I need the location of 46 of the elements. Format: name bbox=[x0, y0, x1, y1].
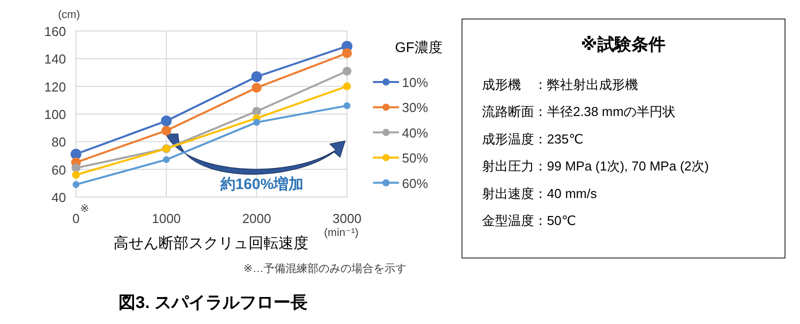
legend-label: 30% bbox=[402, 100, 428, 116]
text: 射出速度：40 mm/s bbox=[482, 186, 598, 201]
point bbox=[344, 102, 350, 110]
legend-label: 60% bbox=[402, 176, 428, 191]
point bbox=[162, 156, 170, 164]
point bbox=[70, 148, 82, 160]
point bbox=[161, 126, 172, 136]
legend-label: 50% bbox=[402, 150, 428, 166]
y-tick-label: 60 bbox=[52, 162, 66, 178]
text: 図3. スパイラルフロー長 bbox=[118, 293, 308, 312]
text: 成形温度：235℃ bbox=[482, 131, 584, 146]
text: ※…予備混練部のみの場合を示す bbox=[243, 262, 407, 275]
x-tick-label: 1000 bbox=[152, 211, 181, 226]
legend-title: GF濃度 bbox=[395, 39, 442, 55]
x-tick-label: 2000 bbox=[242, 211, 272, 226]
x-axis-title: 高せん断部スクリュ回転速度 bbox=[114, 235, 308, 252]
text: 射出圧力：99 MPa (1次), 70 MPa (2次) bbox=[482, 158, 709, 174]
point bbox=[72, 181, 80, 188]
point bbox=[253, 118, 260, 126]
legend-label: 40% bbox=[402, 125, 428, 140]
point bbox=[343, 82, 351, 90]
point bbox=[252, 106, 262, 116]
y-tick-label: 160 bbox=[44, 24, 66, 39]
x-tick-label: 0 bbox=[72, 211, 80, 226]
text: 成形機 ：弊社射出成形機 bbox=[482, 77, 638, 92]
text: 流路断面：半径2.38 mmの半円状 bbox=[482, 104, 676, 120]
annotation: 約160%増加 bbox=[219, 175, 304, 193]
point bbox=[342, 66, 352, 76]
y-tick-label: 100 bbox=[44, 107, 66, 122]
point bbox=[342, 48, 352, 58]
point bbox=[72, 170, 80, 179]
point bbox=[251, 71, 262, 82]
x-tick-label: 3000 bbox=[332, 211, 362, 226]
text: (min⁻¹) bbox=[324, 227, 359, 239]
text: ※試験条件 bbox=[580, 35, 666, 54]
y-tick-label: 80 bbox=[52, 134, 66, 150]
y-tick-label: 140 bbox=[44, 52, 66, 67]
text: 金型温度：50℃ bbox=[482, 213, 576, 228]
text: ※ bbox=[80, 203, 90, 215]
y-tick-label: 120 bbox=[44, 79, 66, 94]
point bbox=[252, 82, 262, 93]
y-axis-title: (cm) bbox=[58, 9, 80, 21]
point bbox=[72, 164, 80, 172]
legend-label: 10% bbox=[402, 75, 428, 90]
y-tick-label: 40 bbox=[52, 190, 66, 205]
point bbox=[160, 116, 172, 126]
